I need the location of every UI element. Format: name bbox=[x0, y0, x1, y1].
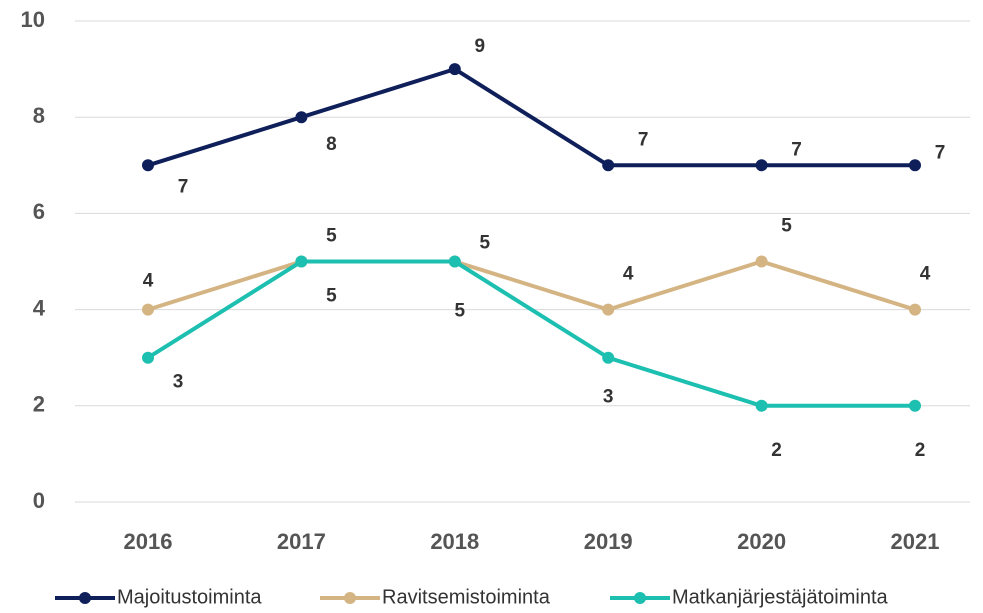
x-tick-label: 2016 bbox=[124, 529, 173, 554]
point bbox=[909, 303, 921, 316]
legend-label: Ravitsemistoiminta bbox=[382, 586, 551, 608]
legend-marker bbox=[344, 592, 356, 604]
series-line bbox=[146, 259, 915, 408]
point bbox=[142, 303, 154, 316]
data-label: 5 bbox=[781, 216, 792, 237]
y-tick-label: 0 bbox=[33, 488, 45, 513]
y-tick-label: 4 bbox=[33, 295, 46, 320]
x-tick-label: 2019 bbox=[584, 529, 633, 554]
data-label: 4 bbox=[623, 264, 634, 285]
point bbox=[142, 159, 154, 172]
y-tick-label: 2 bbox=[33, 392, 45, 417]
data-label: 5 bbox=[455, 301, 466, 322]
x-tick-label: 2017 bbox=[277, 529, 326, 554]
data-label: 3 bbox=[603, 387, 614, 408]
point bbox=[142, 351, 154, 364]
point bbox=[448, 255, 461, 268]
point bbox=[602, 303, 615, 316]
data-label: 3 bbox=[173, 372, 184, 393]
x-tick-label: 2021 bbox=[891, 529, 940, 554]
point bbox=[909, 399, 921, 412]
y-tick-label: 8 bbox=[33, 103, 45, 128]
point bbox=[295, 255, 308, 268]
data-label: 2 bbox=[915, 440, 926, 461]
series-line bbox=[147, 259, 916, 312]
data-label: 7 bbox=[935, 142, 946, 163]
series-line bbox=[147, 67, 915, 168]
data-label: 4 bbox=[920, 264, 931, 285]
data-label: 5 bbox=[326, 226, 337, 247]
legend-label: Majoitustoiminta bbox=[117, 586, 262, 608]
y-tick-label: 10 bbox=[21, 7, 45, 32]
point bbox=[602, 159, 615, 172]
point bbox=[909, 159, 921, 172]
data-label: 2 bbox=[771, 440, 782, 461]
point bbox=[755, 159, 768, 172]
point bbox=[602, 351, 615, 364]
point bbox=[755, 399, 768, 412]
point bbox=[448, 63, 461, 76]
x-tick-label: 2018 bbox=[430, 529, 479, 554]
data-label: 8 bbox=[326, 134, 337, 155]
point bbox=[755, 255, 768, 268]
x-tick-label: 2020 bbox=[737, 529, 786, 554]
point bbox=[295, 111, 308, 124]
data-label: 7 bbox=[791, 139, 802, 160]
data-label: 9 bbox=[475, 36, 486, 57]
data-label: 5 bbox=[480, 233, 491, 254]
legend-marker bbox=[634, 592, 646, 604]
legend-marker bbox=[79, 592, 91, 604]
data-label: 7 bbox=[178, 176, 189, 197]
data-label: 5 bbox=[326, 286, 337, 307]
data-label: 7 bbox=[638, 129, 649, 150]
data-label: 4 bbox=[143, 271, 154, 292]
y-tick-label: 6 bbox=[33, 199, 45, 224]
legend-label: Matkanjärjestäjätoiminta bbox=[672, 586, 889, 608]
